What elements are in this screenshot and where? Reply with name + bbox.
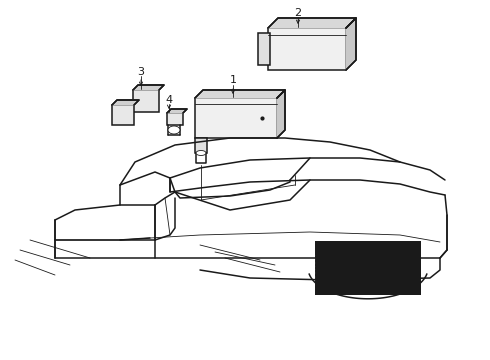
Ellipse shape [196,150,206,156]
Bar [258,33,270,65]
Bar [112,105,134,125]
Polygon shape [277,90,285,138]
Text: 2: 2 [294,8,301,18]
Polygon shape [167,109,187,113]
Text: 1: 1 [229,75,237,85]
Ellipse shape [168,126,180,134]
Polygon shape [195,90,285,98]
Bar [167,113,183,125]
Text: 4: 4 [166,95,172,105]
Polygon shape [346,18,356,70]
Bar [133,90,159,112]
Polygon shape [268,18,356,28]
Text: 3: 3 [138,67,145,77]
Polygon shape [133,85,164,90]
Bar [195,98,277,138]
Polygon shape [112,100,139,105]
Bar [268,28,346,70]
Bar [195,138,207,153]
